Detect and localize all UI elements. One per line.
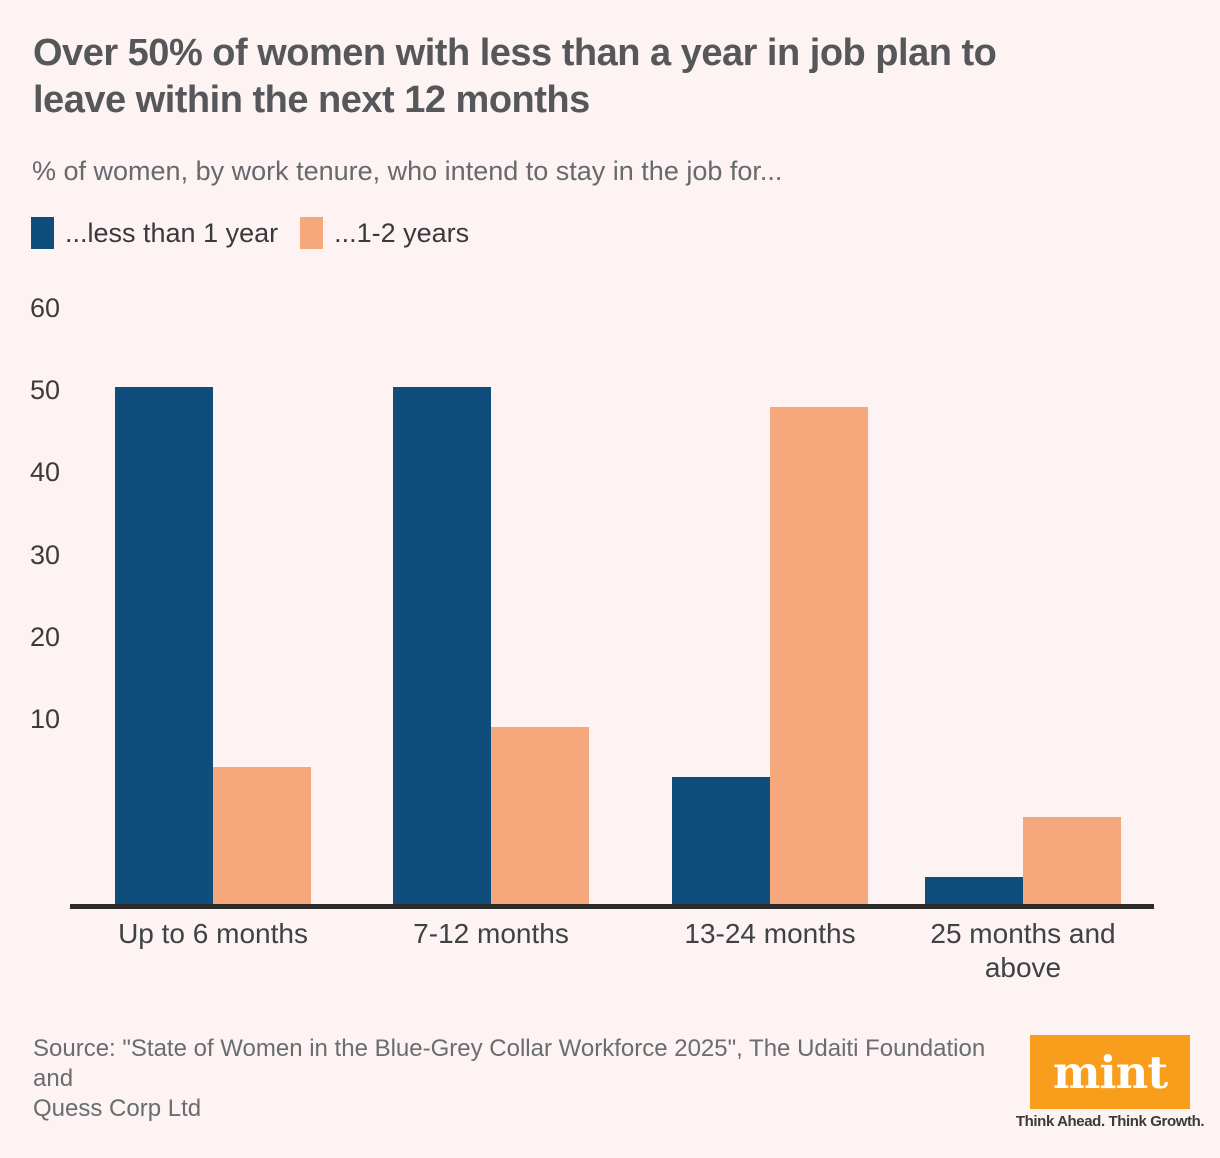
bar-1-2-years-up-to-6-months — [213, 767, 311, 907]
source-line-2: Quess Corp Ltd — [33, 1095, 202, 1122]
chart-legend: ...less than 1 year ...1-2 years — [31, 217, 469, 249]
bar-less-than-1-year-up-to-6-months — [115, 387, 213, 907]
source-text: Source: "State of Women in the Blue-Grey… — [33, 1034, 1023, 1124]
chart-subtitle: % of women, by work tenure, who intend t… — [32, 156, 783, 186]
mint-tagline: Think Ahead. Think Growth. — [1015, 1113, 1205, 1130]
x-axis-line — [70, 904, 1154, 909]
bar-less-than-1-year-7-12-months — [393, 387, 491, 907]
bar-less-than-1-year-13-24-months — [672, 777, 770, 907]
y-axis-tick-50: 50 — [29, 375, 60, 405]
x-axis-label-25-months-and-above: 25 months and above — [930, 918, 1116, 983]
legend-swatch-blue-icon — [31, 217, 54, 249]
bar-1-2-years-7-12-months — [491, 727, 589, 907]
legend-item-1-2-years: ...1-2 years — [300, 217, 469, 249]
legend-swatch-peach-icon — [300, 217, 324, 249]
mint-logo: mint — [1030, 1035, 1190, 1109]
y-axis-tick-40: 40 — [29, 457, 60, 487]
legend-label: ...1-2 years — [334, 217, 470, 248]
y-axis-tick-30: 30 — [29, 540, 60, 570]
bar-less-than-1-year-25-months-and-above — [925, 877, 1023, 907]
mint-logo-text: mint — [1052, 1045, 1168, 1099]
y-axis-tick-20: 20 — [29, 622, 60, 652]
legend-label: ...less than 1 year — [65, 217, 279, 248]
y-axis-tick-10: 10 — [29, 704, 60, 734]
bar-1-2-years-13-24-months — [770, 407, 868, 907]
x-axis-label-up-to-6-months: Up to 6 months — [118, 918, 308, 949]
page-title-line-2: leave within the next 12 months — [33, 79, 590, 121]
x-axis-label-7-12-months: 7-12 months — [413, 918, 569, 949]
source-line-1: Source: "State of Women in the Blue-Grey… — [33, 1035, 986, 1092]
bar-1-2-years-25-months-and-above — [1023, 817, 1121, 907]
legend-item-less-than-1-year: ...less than 1 year — [31, 217, 278, 249]
page-title: Over 50% of women with less than a year … — [33, 30, 1183, 124]
page-title-line-1: Over 50% of women with less than a year … — [33, 32, 997, 74]
y-axis-tick-60: 60 — [29, 293, 60, 323]
x-axis-label-13-24-months: 13-24 months — [684, 918, 856, 949]
